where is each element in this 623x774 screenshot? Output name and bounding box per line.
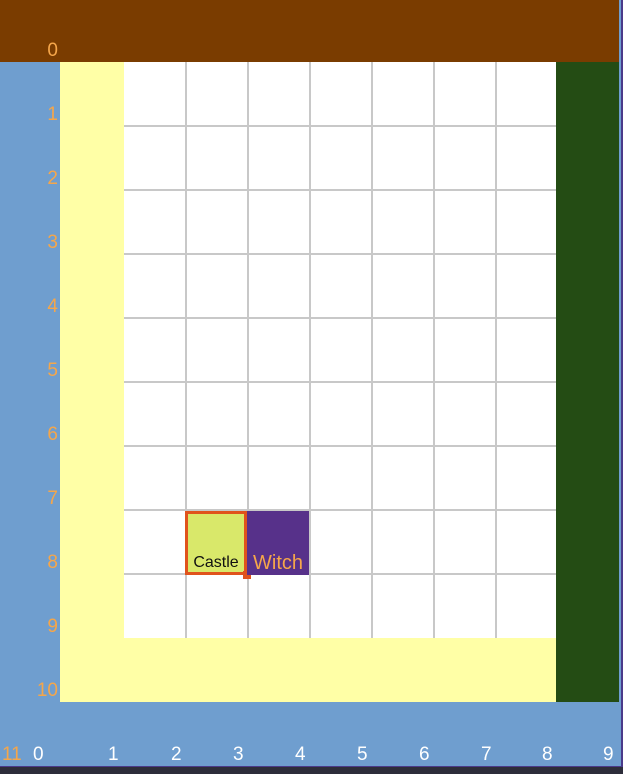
grid-vline [247, 62, 249, 638]
grid-vline [495, 62, 497, 638]
grid-vline [185, 62, 187, 638]
row-label: 9 [47, 616, 58, 637]
witch-tile[interactable]: Witch [247, 511, 309, 575]
column-label: 7 [481, 744, 492, 765]
grid-hline [124, 381, 556, 383]
row-label: 6 [47, 424, 58, 445]
castle-label: Castle [193, 554, 239, 571]
column-label: 8 [542, 744, 553, 765]
grid-vline [433, 62, 435, 638]
grid-hline [124, 317, 556, 319]
row-label: 1 [47, 104, 58, 125]
grid-hline [124, 253, 556, 255]
row-label: 5 [47, 360, 58, 381]
row-label: 7 [47, 488, 58, 509]
witch-label: Witch [253, 551, 303, 574]
column-label: 4 [295, 744, 306, 765]
column-label: 1 [108, 744, 119, 765]
right-region [556, 62, 619, 702]
top-region [0, 0, 619, 62]
bottom-region [0, 702, 619, 766]
row-label: 3 [47, 232, 58, 253]
grid-hline [124, 445, 556, 447]
castle-tile[interactable]: Castle [185, 511, 247, 575]
column-label: 2 [171, 744, 182, 765]
column-label: 3 [233, 744, 244, 765]
column-label: 6 [419, 744, 430, 765]
path-column [60, 62, 124, 702]
grid-vline [371, 62, 373, 638]
grid-hline [124, 573, 556, 575]
row-label: 0 [47, 40, 58, 61]
selection-handle[interactable] [243, 571, 251, 579]
grid-hline [124, 125, 556, 127]
row-label: 10 [36, 680, 58, 701]
grid-hline [124, 189, 556, 191]
left-region [0, 62, 60, 702]
row-label: 8 [47, 552, 58, 573]
path-row [60, 638, 556, 702]
column-label: 0 [33, 744, 44, 765]
row-label: 2 [47, 168, 58, 189]
column-label: 9 [603, 744, 614, 765]
row-label: 4 [47, 296, 58, 317]
grid-hline [124, 509, 556, 511]
grid-vline [309, 62, 311, 638]
column-label: 5 [357, 744, 368, 765]
corner-label: 11 [2, 744, 22, 765]
